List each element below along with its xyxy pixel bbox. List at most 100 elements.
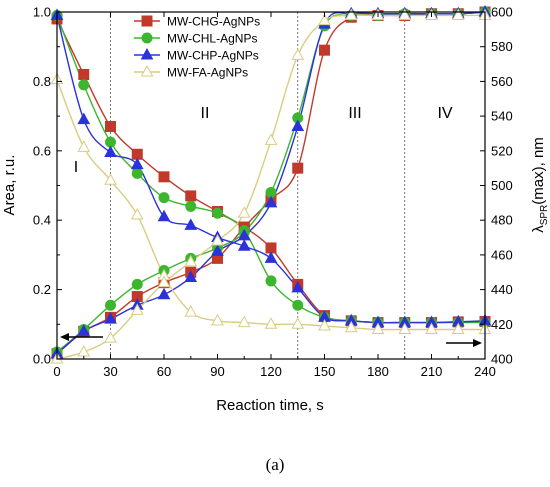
y-axis-right-title-sub: SPR	[539, 205, 550, 226]
y-axis-left-title: Area, r.u.	[1, 155, 18, 216]
x-tick-label-3: 90	[210, 364, 224, 379]
point-area-mw-chp-agnps-7	[237, 239, 251, 251]
point-area-mw-chl-agnps-5	[185, 200, 197, 212]
y-right-tick-label-8: 560	[491, 74, 513, 89]
point-lambda-mw-chp-agnps-4	[157, 287, 171, 300]
point-area-mw-fa-agnps-3	[130, 207, 144, 220]
point-area-mw-chp-agnps-1	[77, 112, 91, 125]
point-area-mw-fa-agnps-7	[237, 315, 251, 328]
point-area-mw-chl-agnps-6	[212, 207, 223, 219]
point-area-mw-chl-agnps-9	[292, 299, 304, 311]
y-left-tick-label-4: 0.8	[33, 74, 51, 89]
point-area-mw-chg-agnps-5	[185, 190, 197, 202]
point-lambda-mw-chp-agnps-8	[264, 195, 278, 208]
y-right-tick-label-2: 440	[491, 282, 513, 297]
y-right-tick-label-10: 600	[491, 5, 513, 20]
x-tick-label-7: 210	[421, 364, 443, 379]
marker-layer	[50, 4, 492, 364]
point-lambda-mw-chp-agnps-5	[184, 270, 198, 282]
region-label-i: I	[74, 159, 78, 176]
point-area-mw-fa-agnps-15	[451, 322, 465, 335]
point-area-mw-chl-agnps-3	[131, 167, 143, 179]
point-area-mw-chp-agnps-2	[104, 145, 117, 158]
point-lambda-mw-fa-agnps-11	[344, 8, 358, 20]
point-area-mw-fa-agnps-14	[425, 322, 438, 335]
point-area-mw-fa-agnps-2	[104, 173, 117, 185]
point-area-mw-fa-agnps-13	[398, 322, 412, 335]
plot-area	[110, 12, 406, 359]
point-area-mw-chg-agnps-2	[105, 121, 116, 133]
x-tick-label-8: 240	[474, 364, 496, 379]
left-axis-arrowhead	[60, 333, 69, 341]
y-left-tick-label-2: 0.4	[33, 213, 51, 228]
point-area-mw-fa-agnps-6	[211, 313, 224, 326]
point-area-mw-chp-agnps-8	[264, 251, 278, 263]
point-area-mw-fa-agnps-8	[264, 317, 278, 329]
y-right-tick-label-7: 540	[491, 109, 513, 124]
region-label-ii: II	[201, 105, 210, 122]
point-lambda-mw-chl-agnps-3	[131, 278, 143, 290]
y-left-tick-label-5: 1.0	[33, 5, 51, 20]
region-label-iv: IV	[437, 105, 452, 122]
x-axis-title: Reaction time, s	[216, 397, 324, 414]
axes-layer: 0 30 60 90 120 150 180 210 240 0.0 0.2 0.4 0.6 0.8 1.0…	[33, 5, 513, 380]
point-lambda-mw-fa-agnps-4	[157, 275, 171, 288]
x-tick-label-1: 30	[103, 364, 117, 379]
point-area-mw-chp-agnps-5	[184, 218, 198, 230]
series-line-lambda-mw-chg-agnps	[57, 12, 485, 355]
point-area-mw-chl-agnps-4	[158, 192, 170, 204]
figure-caption: (a)	[265, 455, 285, 474]
point-area-mw-chl-agnps-8	[265, 275, 277, 287]
y-right-tick-label-9: 580	[491, 39, 513, 54]
point-lambda-mw-chp-agnps-7	[237, 228, 251, 241]
point-lambda-mw-chp-agnps-6	[211, 244, 224, 256]
y-right-tick-label-4: 480	[491, 213, 513, 228]
point-area-mw-fa-agnps-12	[371, 322, 385, 335]
y-right-tick-label-0: 400	[491, 352, 513, 367]
point-lambda-mw-chp-agnps-9	[291, 119, 305, 132]
point-lambda-mw-chg-agnps-10	[319, 44, 330, 56]
point-area-mw-fa-agnps-11	[344, 320, 358, 333]
x-tick-label-5: 150	[314, 364, 336, 379]
point-lambda-mw-chp-agnps-1	[77, 324, 91, 336]
y-left-tick-label-3: 0.6	[33, 143, 51, 158]
chart-canvas: 0 30 60 90 120 150 180 210 240 0.0 0.2 0.4 0.6 0.8 1.0…	[1, 4, 550, 415]
y-left-tick-label-0: 0.0	[33, 352, 51, 367]
point-lambda-mw-chp-agnps-2	[104, 312, 117, 324]
series-line-lambda-mw-chp-agnps	[57, 12, 485, 355]
point-area-mw-chp-agnps-3	[130, 157, 144, 170]
point-area-mw-fa-agnps-10	[318, 318, 331, 331]
y-axis-right-title: λSPR(max), nm	[530, 137, 550, 233]
point-lambda-mw-fa-agnps-15	[451, 8, 465, 20]
legend-label-mw-chg-agnps: MW-CHG-AgNPs	[167, 15, 260, 29]
point-area-mw-chp-agnps-9	[291, 280, 305, 293]
point-lambda-mw-fa-agnps-8	[264, 133, 278, 145]
point-area-mw-fa-agnps-1	[77, 140, 91, 152]
point-lambda-mw-fa-agnps-3	[130, 303, 144, 315]
point-lambda-mw-chl-agnps-2	[105, 299, 116, 311]
x-tick-label-4: 120	[260, 364, 282, 379]
plot-frame	[56, 11, 486, 360]
point-lambda-mw-fa-agnps-6	[211, 233, 224, 246]
region-label-iii: III	[348, 105, 361, 122]
y-right-tick-label-3: 460	[491, 247, 513, 262]
point-area-mw-fa-agnps-9	[291, 317, 305, 329]
point-area-mw-fa-agnps-5	[184, 305, 198, 317]
y-right-tick-label-5: 500	[491, 178, 513, 193]
y-axis-right-title-lambda: λ	[530, 225, 547, 233]
legend-marker-mw-chp-agnps	[140, 47, 154, 60]
series-line-lambda-mw-chl-agnps	[57, 12, 485, 353]
point-lambda-mw-fa-agnps-9	[291, 48, 305, 60]
point-area-mw-chl-agnps-1	[78, 79, 90, 91]
y-left-tick-label-1: 0.2	[33, 282, 51, 297]
legend-marker-mw-chg-agnps	[141, 15, 153, 27]
legend: MW-CHG-AgNPs MW-CHL-AgNPs MW-CHP-AgNPs MW-F…	[134, 15, 260, 80]
x-tick-label-0: 0	[53, 364, 60, 379]
x-tick-label-2: 60	[157, 364, 171, 379]
legend-marker-mw-chl-agnps	[141, 32, 153, 44]
point-lambda-mw-chg-agnps-9	[292, 162, 304, 174]
point-lambda-mw-fa-agnps-7	[237, 206, 251, 218]
legend-label-mw-chl-agnps: MW-CHL-AgNPs	[167, 32, 257, 46]
y-right-tick-label-1: 420	[491, 317, 513, 332]
x-tick-label-6: 180	[367, 364, 389, 379]
